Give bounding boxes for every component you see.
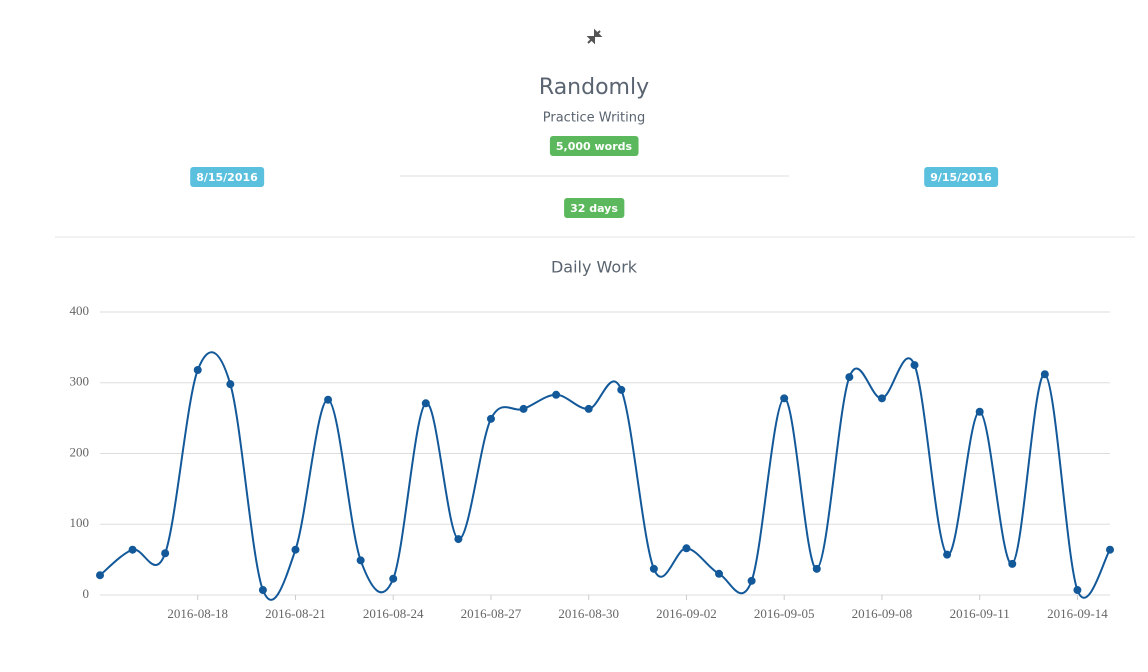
data-point [1040,370,1049,379]
data-point [324,395,333,404]
end-date-badge: 9/15/2016 [924,167,999,187]
y-tick-label: 300 [70,374,90,389]
collapse-icon[interactable] [586,28,603,45]
data-point [96,571,104,580]
x-tick-label: 2016-09-02 [656,606,717,621]
y-tick-label: 200 [70,444,90,459]
data-point [943,550,952,559]
x-tick-label: 2016-08-30 [558,606,619,621]
start-date-badge-bg [190,167,265,187]
data-point [519,404,528,413]
data-point [161,549,170,558]
y-tick-label: 0 [83,586,90,601]
goal-subtitle: Practice Writing [543,111,645,126]
data-point [1008,559,1017,568]
x-tick-label: 2016-09-11 [950,606,1010,621]
x-tick-label: 2016-08-24 [363,606,424,621]
x-tick-label: 2016-09-14 [1047,606,1108,621]
data-point [128,545,137,554]
goal-badge: 5,000 words [549,136,639,156]
data-point [812,564,821,573]
data-point [910,361,919,370]
data-point [682,544,691,553]
end-date-badge-bg [924,167,999,187]
duration-badge-text: 32 days [570,202,618,215]
data-point [291,545,300,554]
x-tick-label: 2016-09-08 [852,606,913,621]
goal-badge-bg [549,136,639,156]
x-tick-label: 2016-08-18 [167,606,228,621]
start-date-badge: 8/15/2016 [190,167,265,187]
data-point [877,394,886,403]
y-tick-label: 100 [70,515,90,530]
data-point [486,414,495,423]
data-point [552,390,561,399]
x-tick-label: 2016-09-05 [754,606,815,621]
x-tick-label: 2016-08-21 [265,606,326,621]
data-point [1073,586,1082,595]
goal-title: Randomly [539,75,649,100]
data-point [649,564,658,573]
data-point [715,569,724,578]
data-point [747,576,756,585]
end-date-badge-text: 9/15/2016 [930,171,992,184]
series-line [99,351,1111,601]
data-point [1106,545,1114,554]
data-point [193,366,202,375]
data-point [975,407,984,416]
data-point [617,385,626,394]
data-point [845,373,854,382]
data-point [780,394,789,403]
duration-badge: 32 days [564,198,625,218]
goal-badge-text: 5,000 words [556,140,633,153]
data-point [421,399,430,408]
data-point [389,574,398,583]
data-point [584,404,593,413]
chart-title: Daily Work [551,258,638,277]
duration-badge-bg [564,198,625,218]
x-tick-label: 2016-08-27 [461,606,522,621]
data-point [226,380,235,389]
data-point [356,556,365,565]
y-tick-label: 400 [70,303,90,318]
start-date-badge-text: 8/15/2016 [196,171,258,184]
data-point [258,586,267,595]
data-point [454,535,463,544]
